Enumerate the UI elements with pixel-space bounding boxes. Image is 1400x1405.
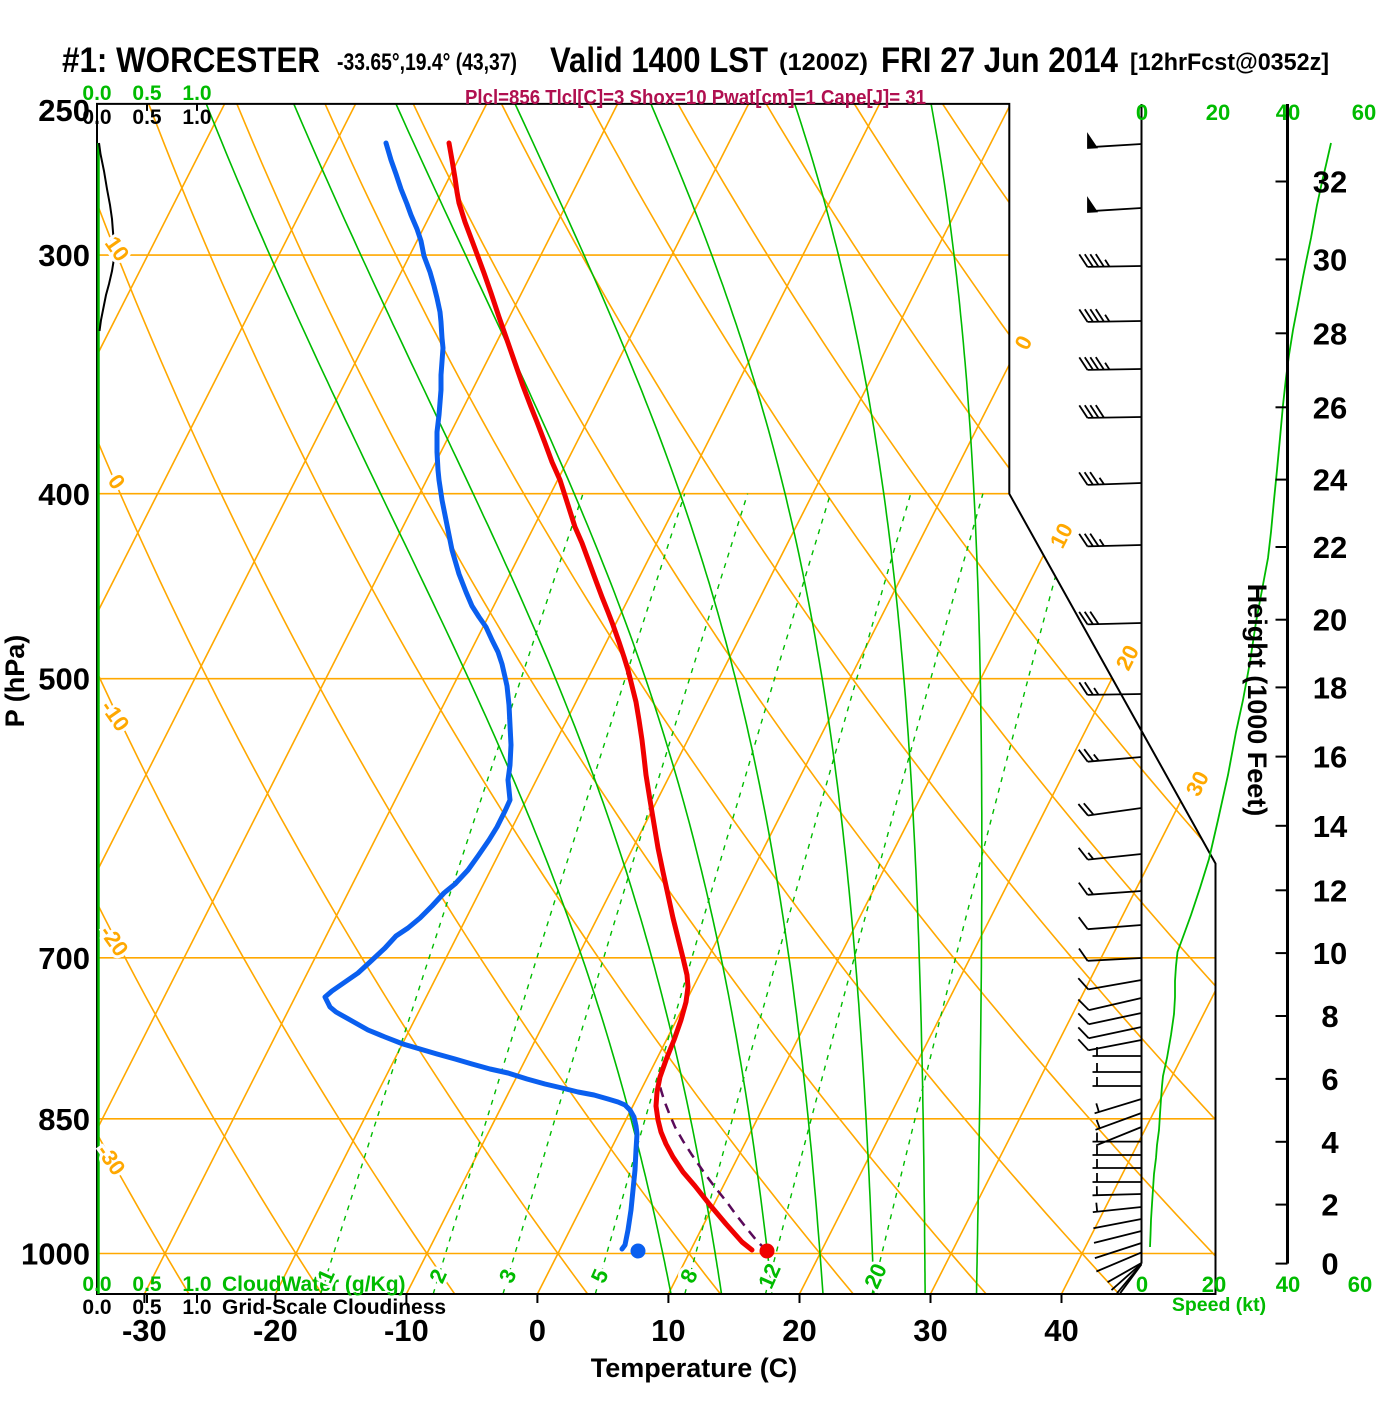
- svg-text:Valid 1400 LST: Valid 1400 LST: [550, 41, 768, 80]
- svg-text:850: 850: [38, 1102, 90, 1137]
- svg-text:1000: 1000: [21, 1237, 90, 1272]
- svg-text:4: 4: [1321, 1125, 1339, 1160]
- svg-text:Speed (kt): Speed (kt): [1172, 1294, 1266, 1316]
- svg-text:Plcl=856 Tlcl[C]=3 Shox=10 Pwa: Plcl=856 Tlcl[C]=3 Shox=10 Pwat[cm]=1 Ca…: [465, 86, 926, 109]
- svg-text:16: 16: [1313, 740, 1347, 775]
- svg-text:28: 28: [1313, 316, 1347, 351]
- svg-text:0.0: 0.0: [82, 1296, 111, 1319]
- svg-text:FRI 27 Jun 2014: FRI 27 Jun 2014: [881, 41, 1118, 80]
- svg-text:14: 14: [1313, 809, 1348, 844]
- svg-text:[12hrFcst@0352z]: [12hrFcst@0352z]: [1130, 49, 1329, 76]
- svg-text:500: 500: [38, 662, 90, 697]
- svg-text:30: 30: [913, 1313, 947, 1348]
- svg-text:P (hPa): P (hPa): [0, 635, 30, 728]
- svg-text:Grid-Scale Cloudiness: Grid-Scale Cloudiness: [222, 1296, 446, 1319]
- svg-text:Height (1000 Feet): Height (1000 Feet): [1242, 584, 1272, 817]
- svg-text:26: 26: [1313, 390, 1347, 425]
- svg-text:-33.65°,19.4° (43,37): -33.65°,19.4° (43,37): [337, 49, 517, 76]
- svg-text:1.0: 1.0: [182, 1296, 211, 1319]
- svg-text:32: 32: [1313, 165, 1347, 200]
- svg-text:18: 18: [1313, 670, 1347, 705]
- svg-text:300: 300: [38, 238, 90, 273]
- svg-text:400: 400: [38, 477, 90, 512]
- svg-text:40: 40: [1276, 1272, 1300, 1297]
- svg-text:30: 30: [1313, 242, 1347, 277]
- svg-text:1.0: 1.0: [182, 82, 211, 105]
- svg-text:20: 20: [1206, 100, 1230, 125]
- svg-text:0.5: 0.5: [132, 82, 162, 105]
- svg-text:1.0: 1.0: [182, 106, 211, 129]
- svg-text:0.5: 0.5: [132, 1296, 162, 1319]
- svg-text:22: 22: [1313, 530, 1347, 565]
- svg-text:10: 10: [1313, 936, 1347, 971]
- svg-text:(1200Z): (1200Z): [779, 49, 868, 76]
- svg-text:6: 6: [1321, 1062, 1338, 1097]
- svg-text:20: 20: [782, 1313, 816, 1348]
- svg-text:#1: WORCESTER: #1: WORCESTER: [62, 41, 320, 80]
- svg-text:0.5: 0.5: [132, 1273, 162, 1296]
- svg-text:60: 60: [1348, 1272, 1372, 1297]
- svg-text:1.0: 1.0: [182, 1273, 211, 1296]
- svg-text:10: 10: [651, 1313, 685, 1348]
- svg-text:24: 24: [1313, 463, 1348, 498]
- svg-text:60: 60: [1352, 100, 1376, 125]
- svg-text:Temperature (C): Temperature (C): [591, 1353, 798, 1383]
- svg-text:20: 20: [1313, 603, 1347, 638]
- svg-text:40: 40: [1044, 1313, 1078, 1348]
- svg-text:12: 12: [1313, 873, 1347, 908]
- svg-text:0.0: 0.0: [82, 106, 111, 129]
- svg-text:0.0: 0.0: [82, 1273, 111, 1296]
- svg-text:2: 2: [1321, 1188, 1338, 1223]
- svg-text:0: 0: [1321, 1247, 1338, 1282]
- svg-text:0.5: 0.5: [132, 106, 162, 129]
- svg-text:0: 0: [1136, 1272, 1148, 1297]
- svg-text:0: 0: [1136, 100, 1148, 125]
- svg-text:700: 700: [38, 941, 90, 976]
- svg-text:0.0: 0.0: [82, 82, 111, 105]
- svg-text:8: 8: [1321, 999, 1338, 1034]
- svg-text:0: 0: [529, 1313, 546, 1348]
